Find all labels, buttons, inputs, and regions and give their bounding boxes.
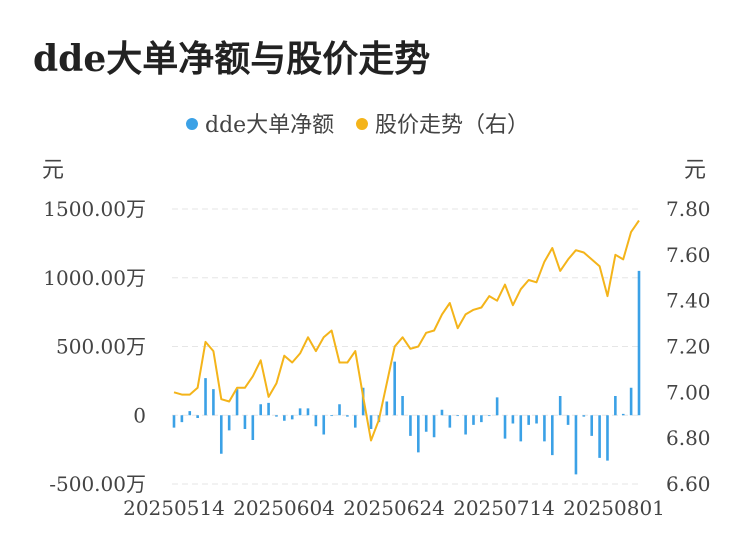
dde-bar bbox=[385, 401, 389, 416]
dde-bars bbox=[172, 270, 641, 475]
dde-bar bbox=[566, 415, 570, 425]
left-axis-ticks: 1500.00万 1000.00万 500.00万 0 -500.00万 bbox=[43, 197, 146, 496]
dde-bar bbox=[172, 415, 176, 428]
dde-bar bbox=[401, 396, 404, 416]
dde-bar bbox=[574, 415, 578, 475]
dde-bar bbox=[353, 415, 357, 428]
right-tick-label: 6.60 bbox=[666, 472, 711, 496]
dde-bar bbox=[621, 413, 625, 416]
dde-bar bbox=[535, 415, 538, 424]
legend-marker-price bbox=[356, 118, 368, 130]
dde-bar bbox=[243, 415, 247, 429]
right-tick-label: 7.80 bbox=[666, 197, 711, 221]
dde-bar bbox=[503, 415, 507, 439]
dde-bar bbox=[440, 409, 444, 416]
dde-bar bbox=[614, 396, 617, 416]
right-tick-label: 7.60 bbox=[666, 243, 711, 267]
dde-bar bbox=[527, 415, 530, 425]
chart-title: dde大单净额与股价走势 bbox=[33, 38, 431, 80]
dde-bar bbox=[511, 415, 515, 424]
dde-bar bbox=[424, 415, 428, 432]
x-tick-label: 20250714 bbox=[453, 496, 555, 520]
dde-bar bbox=[409, 415, 412, 436]
dde-bar bbox=[543, 415, 546, 442]
dde-bar bbox=[519, 415, 523, 442]
right-tick-label: 7.20 bbox=[666, 335, 711, 359]
dde-bar bbox=[251, 415, 255, 440]
right-tick-label: 7.40 bbox=[666, 289, 711, 313]
grid-lines bbox=[172, 208, 641, 485]
dde-bar bbox=[267, 402, 270, 416]
dde-bar bbox=[219, 415, 223, 454]
left-tick-label: -500.00万 bbox=[49, 472, 146, 496]
dde-bar bbox=[283, 415, 286, 421]
dde-bar bbox=[487, 415, 491, 417]
x-tick-label: 20250604 bbox=[233, 496, 335, 520]
dde-bar bbox=[338, 404, 341, 416]
dde-bar bbox=[606, 415, 609, 461]
right-axis-unit: 元 bbox=[684, 158, 706, 183]
left-tick-label: 1500.00万 bbox=[43, 197, 146, 221]
dde-bar bbox=[590, 415, 594, 436]
x-tick-label: 20250624 bbox=[343, 496, 445, 520]
dde-bar bbox=[456, 415, 460, 417]
right-axis-ticks: 7.80 7.60 7.40 7.20 7.00 6.80 6.60 bbox=[666, 197, 711, 496]
dde-bar bbox=[306, 408, 310, 416]
dde-bar bbox=[393, 361, 396, 416]
legend-label-dde: dde大单净额 bbox=[205, 113, 334, 138]
dde-bar bbox=[464, 415, 467, 435]
dde-bar bbox=[188, 411, 192, 416]
legend-marker-dde bbox=[186, 118, 198, 130]
dde-bar bbox=[259, 404, 262, 416]
legend-label-price: 股价走势（右） bbox=[375, 113, 529, 138]
dde-bar bbox=[290, 415, 294, 420]
dde-bar bbox=[629, 387, 633, 416]
x-axis-ticks: 20250514 20250604 20250624 20250714 20250801 bbox=[123, 496, 665, 520]
dde-bar bbox=[495, 397, 499, 416]
dde-bar bbox=[204, 378, 207, 416]
dde-bar bbox=[448, 415, 452, 428]
dde-bar bbox=[637, 270, 641, 416]
dde-bar bbox=[472, 415, 475, 425]
dde-bar bbox=[551, 415, 554, 456]
dde-bar bbox=[298, 408, 302, 416]
dde-bar bbox=[417, 415, 420, 453]
dde-bar bbox=[314, 415, 318, 427]
dde-bar bbox=[322, 415, 326, 435]
legend[interactable]: dde大单净额 股价走势（右） bbox=[186, 113, 529, 138]
right-tick-label: 6.80 bbox=[666, 426, 711, 450]
dde-bar bbox=[227, 415, 231, 431]
x-tick-label: 20250801 bbox=[563, 496, 665, 520]
dde-bar bbox=[558, 396, 562, 416]
left-tick-label: 0 bbox=[133, 403, 146, 427]
dde-bar bbox=[369, 415, 373, 429]
left-tick-label: 500.00万 bbox=[56, 335, 146, 359]
price-line bbox=[173, 219, 640, 442]
dde-bar bbox=[180, 415, 184, 423]
dde-bar bbox=[582, 415, 586, 417]
x-tick-label: 20250514 bbox=[123, 496, 225, 520]
dde-bar bbox=[598, 415, 601, 458]
price-series-line bbox=[173, 219, 640, 442]
dde-bar bbox=[196, 415, 199, 418]
dde-bar bbox=[275, 415, 278, 417]
dde-bar bbox=[330, 415, 333, 417]
dde-bar bbox=[346, 415, 349, 417]
dde-bar bbox=[212, 389, 215, 416]
dde-bar bbox=[432, 415, 436, 438]
dde-bar bbox=[480, 415, 483, 423]
left-tick-label: 1000.00万 bbox=[43, 266, 146, 290]
left-axis-unit: 元 bbox=[42, 158, 64, 183]
right-tick-label: 7.00 bbox=[666, 380, 711, 404]
dde-bar bbox=[235, 389, 239, 416]
